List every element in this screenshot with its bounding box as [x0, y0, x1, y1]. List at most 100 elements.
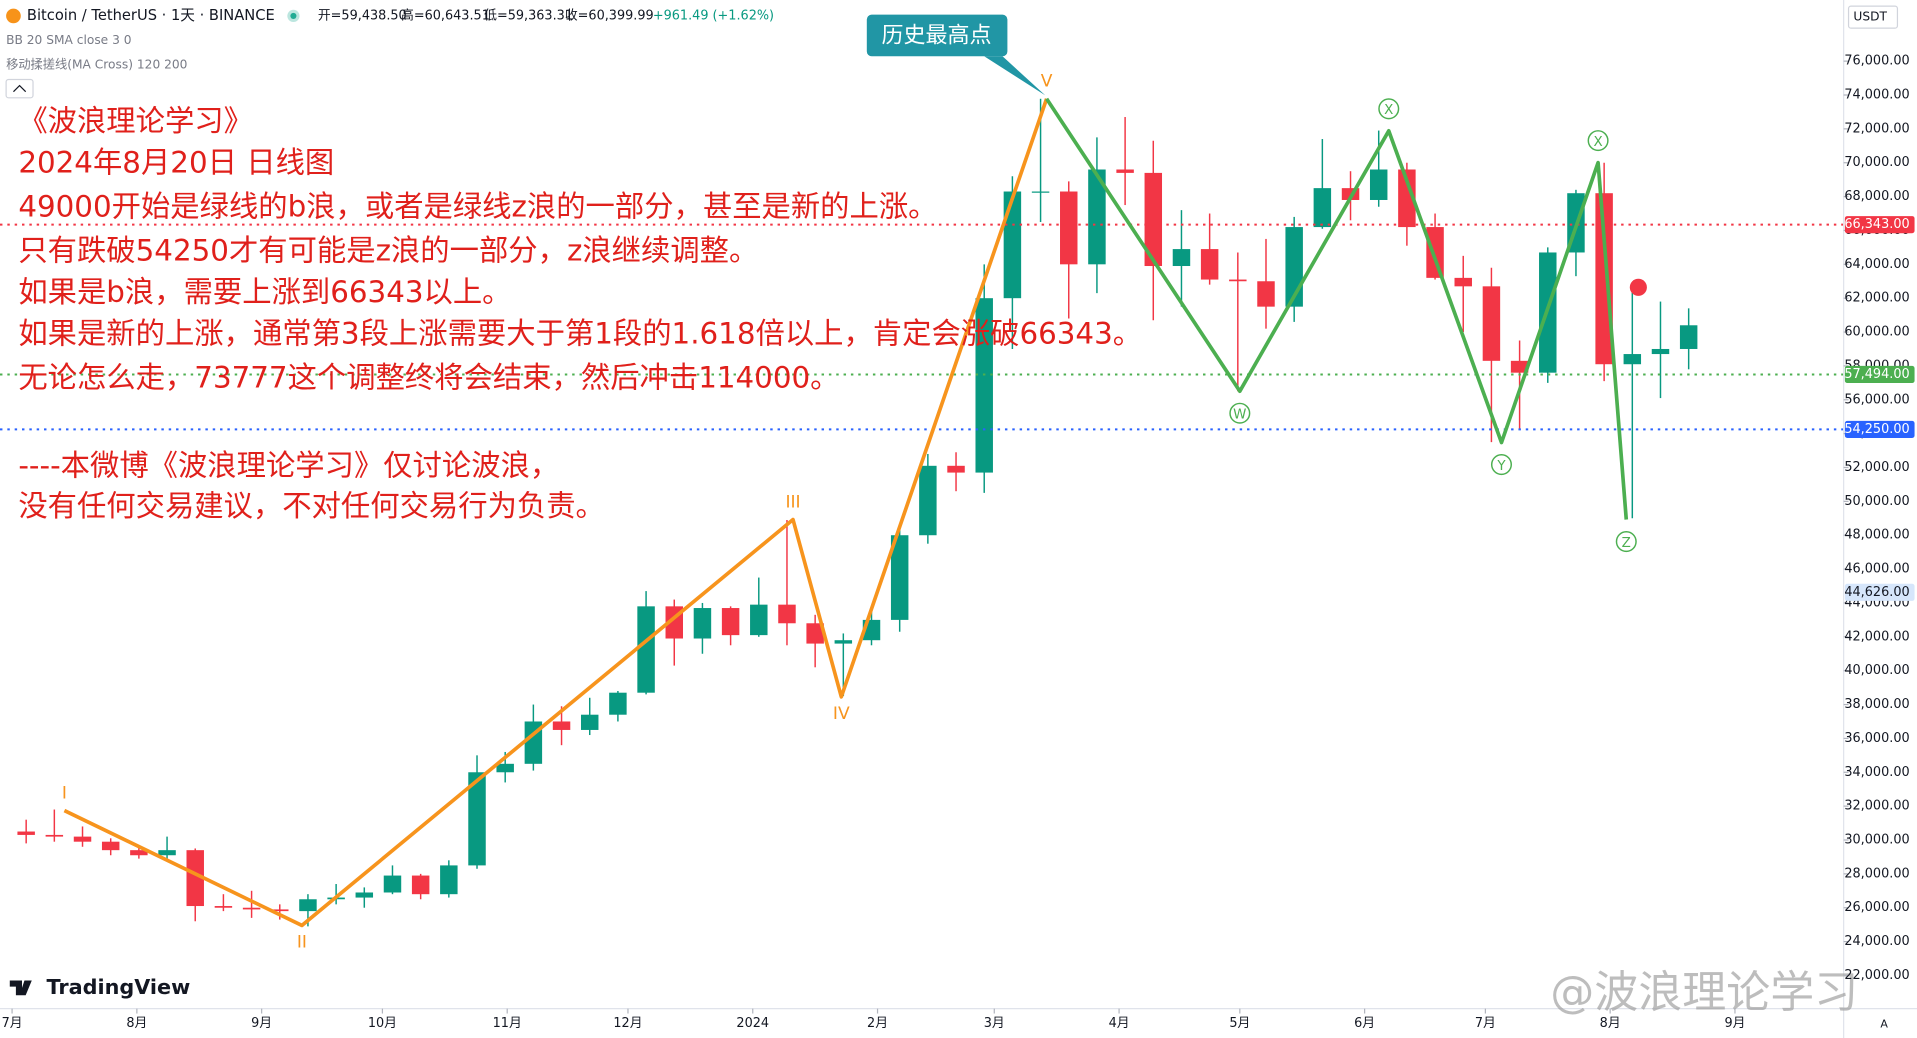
candle-body — [947, 465, 965, 473]
y-tick-label: 56,000.00 — [1844, 392, 1909, 407]
candle-body — [1398, 169, 1416, 228]
x-tick-label: 5月 — [1229, 1016, 1250, 1031]
currency-box[interactable] — [1847, 5, 1899, 29]
price-badge-label: 54,250.00 — [1844, 422, 1909, 437]
candle-body — [1369, 169, 1388, 200]
watermark: @波浪理论学习 — [1550, 967, 1858, 1018]
candle-body — [580, 714, 599, 730]
y-tick-label: 60,000.00 — [1844, 325, 1909, 340]
y-tick-label: 50,000.00 — [1844, 494, 1909, 509]
candle-body — [609, 692, 627, 715]
wave-label: Z — [1622, 536, 1631, 551]
wave-label: I — [62, 783, 67, 803]
y-tick-label: 38,000.00 — [1844, 697, 1909, 712]
x-tick-label: 7月 — [2, 1016, 23, 1031]
x-tick-label: 8月 — [1600, 1016, 1621, 1031]
wave-label: X — [1384, 103, 1393, 118]
candle-body — [1144, 172, 1163, 267]
y-tick-label: 52,000.00 — [1844, 460, 1909, 475]
candle-body — [1060, 191, 1078, 265]
candle-body — [299, 899, 317, 912]
candle-body — [890, 535, 909, 620]
x-tick-label: 3月 — [984, 1016, 1005, 1031]
wave-label-ring — [1378, 98, 1400, 120]
y-tick-label: 74,000.00 — [1844, 88, 1909, 103]
y-tick-label: 46,000.00 — [1844, 562, 1909, 577]
point-marker — [1629, 278, 1647, 296]
candle-body — [186, 850, 204, 907]
y-tick-label: 22,000.00 — [1844, 968, 1909, 983]
y-tick-label: 32,000.00 — [1844, 799, 1909, 814]
wave-label: X — [1593, 135, 1602, 150]
candle-body — [383, 875, 402, 893]
candle-body — [1651, 348, 1670, 355]
candle-body — [1031, 191, 1050, 193]
candle-body — [1116, 169, 1134, 173]
x-tick-label: 11月 — [493, 1016, 522, 1031]
status-dot — [290, 12, 297, 19]
annotation: 只有跌破54250才有可能是z浪的一部分，z浪继续调整。 — [18, 233, 758, 267]
scale-mode[interactable]: A — [1880, 1018, 1888, 1031]
x-tick-label: 9月 — [1724, 1016, 1745, 1031]
candle-body — [1454, 277, 1472, 287]
candle-body — [1003, 191, 1022, 299]
candle-body — [130, 850, 148, 856]
candle-body — [721, 608, 740, 636]
x-tick-label: 9月 — [251, 1016, 272, 1031]
candle-body — [806, 623, 824, 644]
axes: 22,000.00 24,000.00 26,000.00 28,000.00 30,0… — [2, 54, 1915, 1031]
annotation: 没有任何交易建议，不对任何交易行为负责。 — [18, 489, 605, 523]
price-badge-label: 57,494.00 — [1844, 367, 1909, 382]
x-tick-label: 2月 — [867, 1016, 888, 1031]
y-tick-label: 30,000.00 — [1844, 833, 1909, 848]
candle-body — [411, 875, 430, 895]
candle-body — [271, 909, 289, 912]
candle-body — [158, 850, 176, 856]
header-stat: 高=60,643.51 — [401, 7, 490, 23]
candle-body — [242, 907, 261, 910]
candle-body — [468, 772, 486, 866]
candle-body — [693, 608, 712, 639]
wave-line — [1045, 97, 1629, 520]
candle-body — [73, 836, 92, 842]
collapse-icon — [13, 84, 27, 93]
header-stat: +961.49 (+1.62%) — [653, 8, 774, 23]
annotation: ----本微博《波浪理论学习》仅讨论波浪， — [18, 449, 559, 483]
header-stat: 收=60,399.99 — [565, 8, 654, 23]
x-tick-label: 6月 — [1354, 1016, 1375, 1031]
y-tick-label: 34,000.00 — [1844, 765, 1909, 780]
y-tick-label: 28,000.00 — [1844, 866, 1909, 881]
brand-name: TradingView — [46, 975, 190, 999]
wave-label-ring — [1229, 402, 1251, 424]
y-tick-label: 26,000.00 — [1844, 900, 1909, 915]
candle-body — [1200, 249, 1219, 280]
y-tick-label: 42,000.00 — [1844, 629, 1909, 644]
wave-label: III — [785, 492, 800, 512]
x-tick-label: 12月 — [613, 1016, 642, 1031]
candles — [17, 98, 1698, 927]
x-tick-label: 4月 — [1109, 1016, 1130, 1031]
wave-label: W — [1233, 407, 1246, 422]
price-badge — [1844, 420, 1915, 438]
y-tick-label: 64,000.00 — [1844, 257, 1909, 272]
candle-body — [1257, 281, 1275, 307]
wave-label: II — [297, 933, 307, 953]
indicator: 移动揉搓线(MA Cross) 120 200 — [6, 56, 187, 71]
wave-label-ring — [1587, 130, 1609, 152]
candle-body — [496, 763, 514, 773]
candle-body — [1313, 188, 1332, 228]
annotation: 2024年8月20日 日线图 — [18, 145, 334, 179]
header-stat: 低=59,363.31 — [484, 8, 573, 23]
candle-body — [1088, 169, 1106, 265]
collapse-button[interactable] — [5, 78, 34, 99]
y-tick-label: 76,000.00 — [1844, 54, 1909, 69]
y-tick-label: 72,000.00 — [1844, 121, 1909, 136]
candle-body — [355, 892, 374, 898]
wave-label-ring — [1615, 531, 1637, 553]
candle-body — [1510, 360, 1529, 373]
annotation: 无论怎么走，73777这个调整终将会结束，然后冲击114000。 — [18, 361, 839, 395]
price-badge-label: 66,343.00 — [1844, 217, 1909, 232]
candle-body — [975, 298, 993, 473]
price-marker — [1844, 583, 1915, 601]
